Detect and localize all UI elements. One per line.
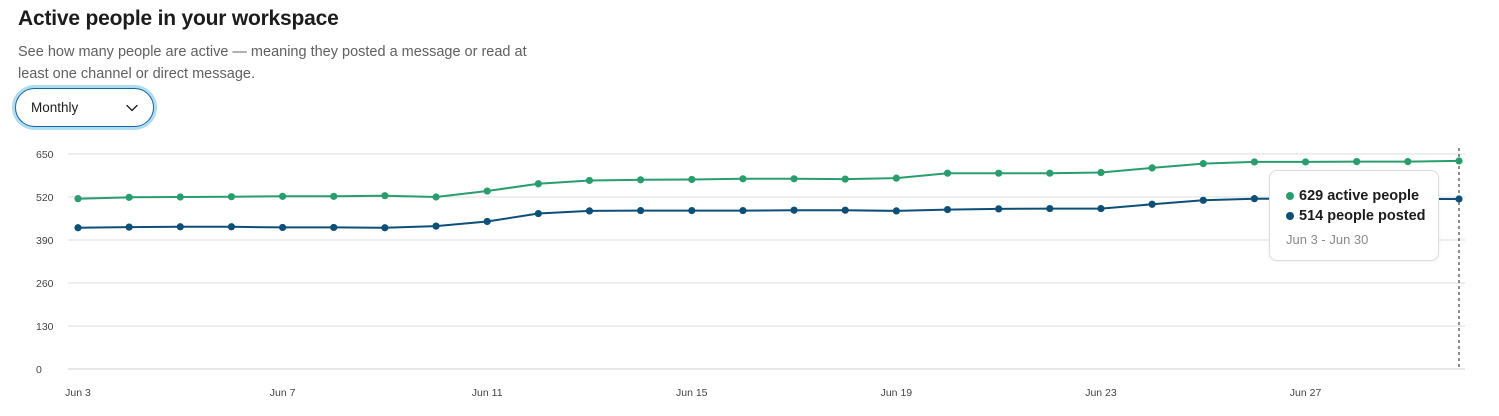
active-data-point: [1301, 158, 1310, 166]
active-data-point: [1455, 157, 1463, 165]
posted-data-point: [227, 223, 236, 231]
posted-data-point: [892, 207, 900, 215]
active-data-point: [790, 175, 798, 183]
active-series-line: [77, 159, 1460, 200]
active-data-point: [1046, 169, 1054, 177]
y-tick-label: 650: [36, 149, 54, 161]
y-tick-label: 0: [36, 364, 42, 376]
active-data-point: [330, 192, 338, 200]
active-data-point: [74, 195, 82, 203]
tooltip-active-label: 629 active people: [1299, 188, 1420, 204]
active-data-point: [841, 175, 849, 183]
y-tick-label: 130: [36, 321, 54, 333]
posted-data-point: [330, 223, 338, 232]
active-people-chart: 0 130 260 390 520 650 Jun 3 Jun 7 Jun 11 Jun 15 Ju…: [0, 140, 1499, 416]
tooltip-date-range: Jun 3 - Jun 30: [1286, 232, 1369, 247]
tooltip-posted-row: 514 people posted: [1286, 206, 1438, 226]
active-data-point: [688, 175, 696, 184]
posted-data-point: [585, 207, 594, 215]
active-data-point: [892, 174, 900, 182]
posted-data-point: [790, 206, 798, 214]
posted-data-point: [125, 223, 133, 231]
x-tick-label: Jun 3: [65, 387, 91, 399]
page-title: Active people in your workspace: [18, 7, 339, 30]
x-tick-label: Jun 23: [1085, 387, 1117, 399]
period-select[interactable]: Monthly: [15, 88, 154, 127]
active-data-point: [995, 169, 1003, 177]
posted-data-point: [995, 205, 1003, 213]
chart-tooltip: 629 active people 514 people posted Jun …: [1269, 170, 1439, 261]
posted-data-point: [637, 206, 645, 215]
active-data-point: [739, 175, 747, 183]
posted-data-point: [432, 222, 440, 230]
posted-data-point: [176, 223, 184, 231]
posted-data-point: [1046, 204, 1054, 213]
active-data-point: [1353, 158, 1361, 166]
active-data-point: [381, 192, 389, 200]
posted-data-point: [841, 206, 849, 214]
posted-data-point: [483, 217, 491, 226]
x-tick-label: Jun 27: [1290, 387, 1322, 399]
posted-data-point: [1097, 204, 1105, 213]
x-tick-label: Jun 7: [270, 387, 296, 399]
chevron-down-icon: [125, 101, 139, 115]
posted-data-point: [739, 206, 747, 215]
tooltip-active-row: 629 active people: [1286, 186, 1438, 206]
active-data-point: [125, 193, 133, 201]
posted-data-point: [1250, 195, 1259, 203]
posted-legend-dot: [1286, 212, 1294, 220]
active-data-point: [943, 169, 952, 177]
active-data-point: [534, 180, 542, 188]
posted-data-point: [381, 224, 389, 232]
active-legend-dot: [1286, 192, 1294, 200]
posted-data-point: [943, 205, 952, 214]
active-data-point: [1199, 159, 1207, 168]
x-tick-label: Jun 11: [472, 387, 503, 399]
y-tick-label: 260: [36, 278, 54, 290]
posted-data-point: [74, 224, 82, 232]
y-tick-label: 390: [36, 235, 54, 247]
active-data-point: [1148, 164, 1156, 172]
active-data-point: [278, 192, 287, 200]
y-tick-label: 520: [36, 192, 54, 204]
x-tick-label: Jun 15: [676, 387, 708, 399]
period-select-value: Monthly: [31, 100, 79, 115]
posted-data-point: [1455, 195, 1463, 203]
active-data-point: [1404, 158, 1412, 166]
active-data-point: [1250, 158, 1259, 166]
active-data-point: [176, 193, 184, 201]
page-subtitle: See how many people are active — meaning…: [18, 44, 527, 82]
posted-data-point: [278, 223, 287, 232]
tooltip-posted-label: 514 people posted: [1299, 208, 1426, 224]
posted-series-line: [77, 197, 1459, 229]
active-data-point: [637, 176, 645, 184]
active-data-point: [483, 187, 491, 195]
active-data-point: [585, 176, 594, 185]
x-tick-label: Jun 19: [881, 387, 913, 399]
posted-data-point: [1148, 200, 1156, 208]
posted-data-point: [534, 209, 542, 218]
active-data-point: [1097, 168, 1105, 177]
active-data-point: [227, 193, 236, 201]
active-data-point: [432, 193, 440, 201]
posted-data-point: [1199, 196, 1207, 204]
posted-data-point: [688, 206, 696, 215]
